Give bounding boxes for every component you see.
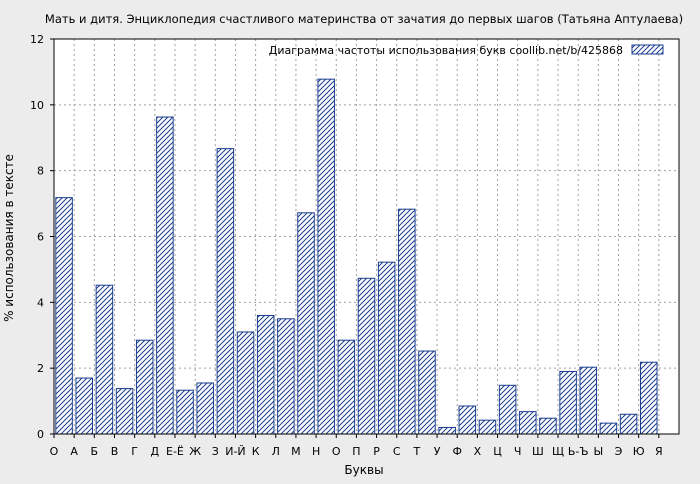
x-tick-label: Т <box>413 445 421 458</box>
bar <box>418 350 436 435</box>
bar <box>115 388 134 435</box>
x-tick-label: Х <box>474 445 482 458</box>
y-tick-label: 2 <box>37 362 44 375</box>
chart-title: Мать и дитя. Энциклопедия счастливого ма… <box>45 12 683 26</box>
x-tick-label: Ч <box>514 445 522 458</box>
x-tick-label: Ю <box>633 445 645 458</box>
bar <box>498 384 517 435</box>
bar <box>236 331 255 435</box>
x-tick-label: Л <box>272 445 280 458</box>
legend: Диаграмма частоты использования букв coo… <box>269 44 664 57</box>
bar <box>95 284 114 435</box>
y-tick-label: 8 <box>37 165 44 178</box>
bar <box>357 277 376 435</box>
x-tick-label: Р <box>373 445 380 458</box>
x-tick-label: Ф <box>452 445 461 458</box>
x-tick-label: Е-Ё <box>166 445 184 458</box>
x-tick-label: Я <box>655 445 663 458</box>
bar <box>337 339 356 435</box>
bar <box>519 411 537 435</box>
x-tick-label: З <box>212 445 219 458</box>
x-tick-label: Ш <box>532 445 544 458</box>
y-tick-label: 6 <box>37 231 44 244</box>
bar <box>156 116 174 435</box>
x-tick-label: В <box>111 445 119 458</box>
x-tick-label: Э <box>615 445 623 458</box>
bar <box>438 426 456 435</box>
bar <box>216 148 235 435</box>
bar <box>559 370 577 435</box>
bar <box>398 208 416 435</box>
bar <box>196 382 214 435</box>
y-tick-label: 0 <box>37 428 44 441</box>
x-tick-label: Ь-Ъ <box>568 445 589 458</box>
x-tick-label: С <box>393 445 401 458</box>
bar <box>619 413 638 435</box>
legend-label: Диаграмма частоты использования букв coo… <box>269 44 623 57</box>
bar <box>639 361 658 435</box>
bar <box>75 377 94 435</box>
x-tick-label: Ц <box>493 445 502 458</box>
x-tick-label: И-Й <box>225 445 245 458</box>
x-tick-label: Щ <box>552 445 564 458</box>
x-tick-label: П <box>352 445 360 458</box>
bar <box>317 78 335 435</box>
bar <box>579 366 598 435</box>
y-tick-label: 10 <box>30 99 44 112</box>
x-tick-label: О <box>50 445 59 458</box>
legend-swatch <box>631 44 664 55</box>
x-tick-label: Г <box>131 445 138 458</box>
bar <box>377 261 396 435</box>
bar <box>277 318 295 435</box>
bar <box>458 405 477 435</box>
x-tick-label: О <box>332 445 341 458</box>
y-tick-label: 12 <box>30 33 44 46</box>
bar <box>599 422 618 435</box>
bar <box>176 389 194 435</box>
x-tick-label: Н <box>312 445 320 458</box>
x-tick-label: А <box>70 445 78 458</box>
y-axis-label: % использования в тексте <box>2 154 16 322</box>
x-tick-label: К <box>252 445 260 458</box>
bar <box>297 212 315 435</box>
plot-frame <box>53 38 680 435</box>
x-axis-label: Буквы <box>344 463 383 477</box>
x-tick-label: Ж <box>189 445 201 458</box>
bar <box>256 315 275 435</box>
x-tick-label: М <box>291 445 301 458</box>
bar <box>135 339 154 435</box>
x-tick-label: У <box>434 445 441 458</box>
x-tick-label: Б <box>91 445 99 458</box>
x-tick-label: Д <box>151 445 160 458</box>
bar <box>478 419 497 435</box>
bar <box>55 197 73 435</box>
x-tick-label: Ы <box>593 445 603 458</box>
y-tick-label: 4 <box>37 296 44 309</box>
bar <box>539 417 557 435</box>
